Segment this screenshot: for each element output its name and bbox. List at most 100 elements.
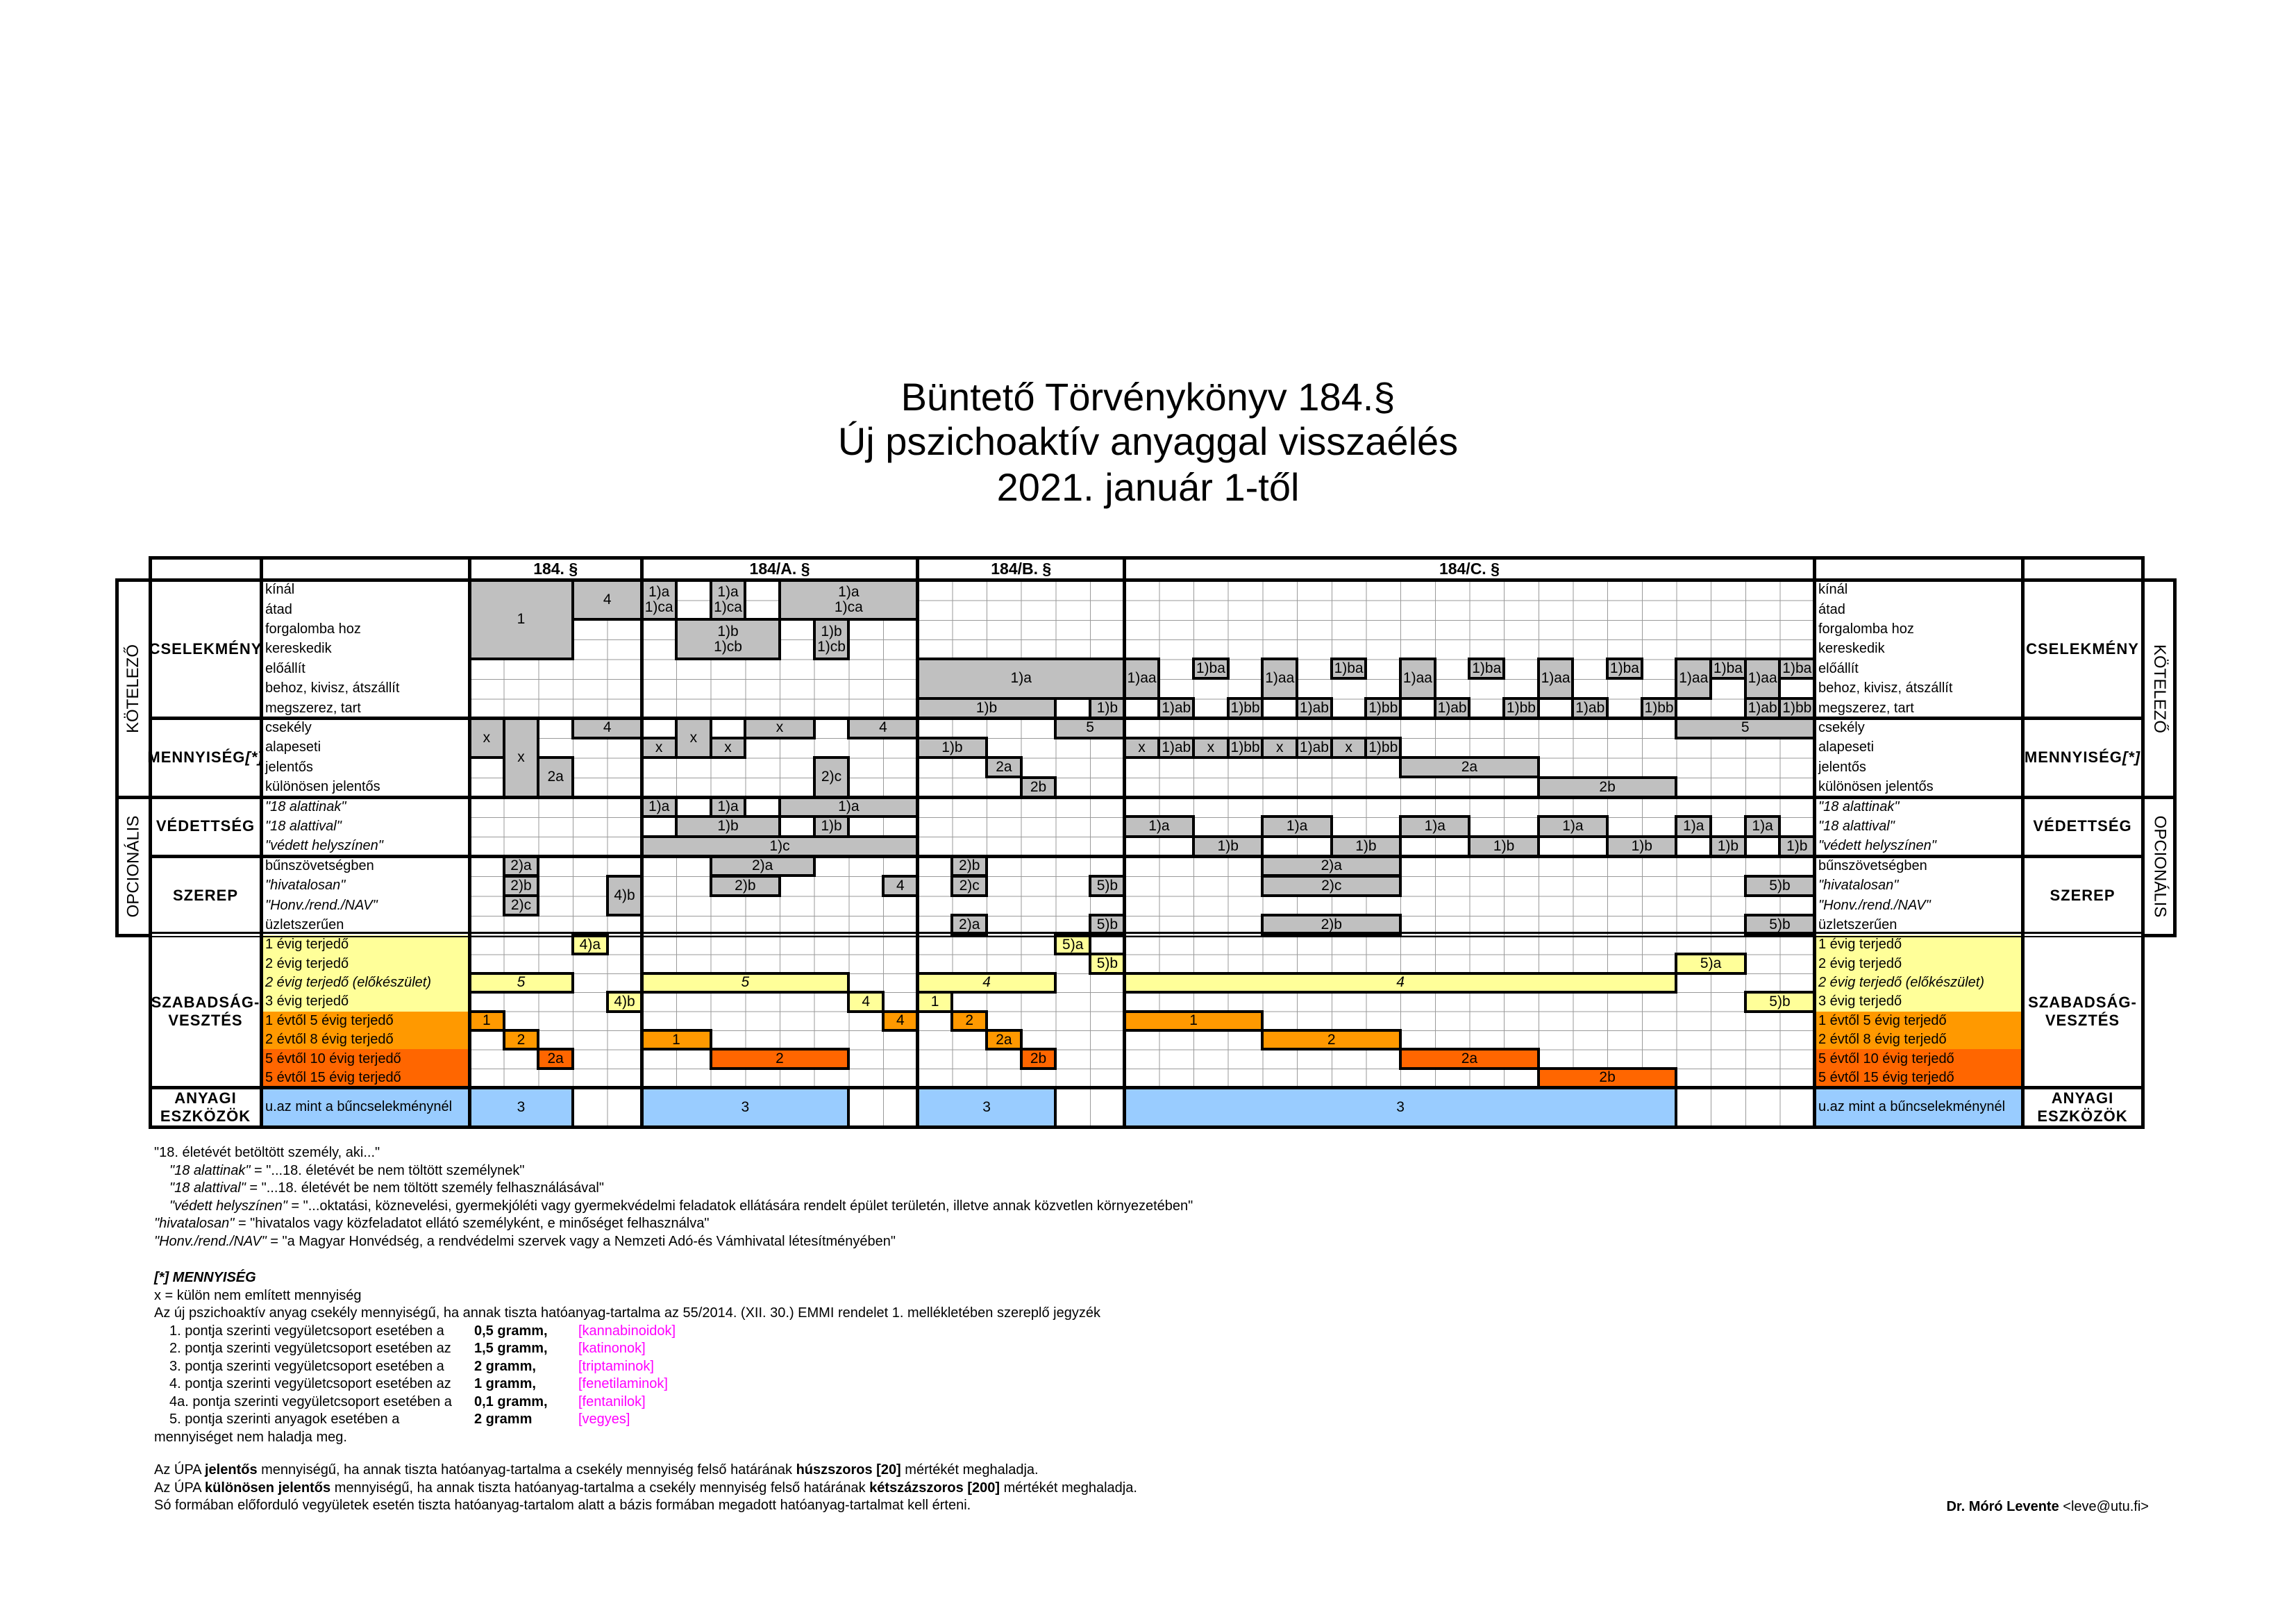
row-label: 1 évtől 5 évig terjedő bbox=[261, 1011, 469, 1030]
provision-block: 1)ba bbox=[1709, 658, 1747, 680]
quantity-item-group: [triptaminok] bbox=[578, 1358, 654, 1374]
row-label: 5 évtől 10 évig terjedő bbox=[1814, 1049, 2022, 1069]
quantity-item-amount: 0,1 gramm, bbox=[474, 1393, 548, 1409]
row-label: "védett helyszínen" bbox=[265, 838, 383, 854]
row-label: 2 évtől 8 évig terjedő bbox=[261, 1030, 469, 1050]
definition-line: "18 alattinak" = "...18. életévét be nem… bbox=[169, 1162, 524, 1180]
provision-block: 1)ba bbox=[1192, 658, 1230, 680]
provision-block: 4)a bbox=[571, 934, 609, 956]
note-segment: = "a Magyar Honvédség, a rendvédelmi sze… bbox=[266, 1233, 896, 1249]
provision-block: 1)aa bbox=[1399, 658, 1436, 700]
note-segment: = "...oktatási, köznevelési, gyermekjólé… bbox=[287, 1198, 1193, 1214]
title-line-3: 2021. január 1-től bbox=[996, 465, 1300, 509]
quantity-item-text: 2. pontja szerinti vegyületcsoport eseté… bbox=[169, 1341, 451, 1356]
provision-block: 2)c bbox=[812, 756, 850, 798]
provision-block: 1)bb bbox=[1364, 736, 1402, 760]
double-divider bbox=[149, 936, 2145, 937]
provision-block: 1)a bbox=[916, 658, 1126, 700]
provision-block: 1)aa bbox=[1261, 658, 1299, 700]
row-label: jelentős bbox=[1818, 759, 1866, 775]
row-label: 1 évig terjedő bbox=[1814, 935, 2022, 955]
provision-block: 5)b bbox=[1743, 991, 1816, 1013]
provision-block: 4 bbox=[571, 717, 644, 739]
provision-block: 1 bbox=[916, 991, 954, 1013]
side-box-border bbox=[2140, 578, 2177, 582]
group-label-text: MENNYISÉG bbox=[147, 748, 246, 767]
horizontal-divider bbox=[149, 716, 2145, 720]
side-label-optional: OPCIONÁLIS bbox=[2143, 797, 2176, 935]
provision-block: 5)b bbox=[1089, 874, 1126, 897]
note-segment: különösen jelentős bbox=[205, 1480, 331, 1496]
provision-block: 1)a bbox=[1536, 815, 1609, 838]
row-label: "18 alattinak" bbox=[265, 798, 346, 814]
provision-block: 2a bbox=[537, 1048, 574, 1070]
provision-block: x bbox=[468, 717, 505, 760]
group-label: ANYAGI ESZKÖZÖK bbox=[2022, 1087, 2143, 1128]
side-label-optional: OPCIONÁLIS bbox=[117, 797, 150, 935]
author-email: <leve@utu.fi> bbox=[2059, 1499, 2149, 1514]
title-line-2: Új pszichoaktív anyaggal visszaélés bbox=[837, 419, 1459, 463]
provision-block: 1)ab bbox=[1157, 736, 1196, 760]
note-segment: = "...18. életévét be nem töltött személ… bbox=[245, 1180, 604, 1196]
note-segment: "18. életévét betöltött személy, aki..." bbox=[154, 1145, 380, 1160]
row-label: forgalomba hoz bbox=[1818, 621, 1914, 637]
side-label-text: KÖTELEZŐ bbox=[2150, 644, 2169, 733]
group-label: VÉDETTSÉG bbox=[2022, 797, 2143, 856]
group-label-text: CSELEKMÉNY bbox=[149, 639, 262, 658]
row-label: kereskedik bbox=[265, 641, 332, 657]
quantity-item-group: [katinonok] bbox=[578, 1341, 646, 1356]
provision-block: 1)ba bbox=[1778, 658, 1816, 680]
provision-block: 1)ab bbox=[1296, 696, 1333, 720]
title-line-1: Büntető Törvénykönyv 184.§ bbox=[900, 375, 1396, 419]
provision-block: 2 bbox=[709, 1048, 850, 1070]
row-label: "Honv./rend./NAV" bbox=[1818, 897, 1931, 913]
group-label-text: SZEREP bbox=[2050, 886, 2115, 904]
quantity-item-amount: 1,5 gramm, bbox=[474, 1341, 548, 1356]
quantity-heading: [*] MENNYISÉG bbox=[154, 1270, 256, 1285]
quantity-x-note: x = külön nem említett mennyiség bbox=[154, 1287, 362, 1303]
definition-line: "hivatalosan" = "hivatalos vagy közfelad… bbox=[154, 1215, 709, 1232]
row-label: 2 évig terjedő bbox=[1814, 954, 2022, 973]
provision-block: 5 bbox=[1675, 717, 1816, 739]
side-box-border bbox=[2140, 933, 2177, 937]
side-label-mandatory: KÖTELEZŐ bbox=[2143, 580, 2176, 798]
section-header: 184/A. § bbox=[749, 559, 810, 578]
provision-block: 1)bb bbox=[1502, 696, 1540, 720]
quantity-item-amount: 2 gramm bbox=[474, 1412, 533, 1427]
provision-block: 1)a bbox=[640, 795, 678, 819]
provision-block: 4 bbox=[847, 991, 885, 1013]
provision-block: 1)b 1)cb bbox=[812, 618, 850, 661]
definition-line: "18 alattival" = "...18. életévét be nem… bbox=[169, 1180, 604, 1197]
provision-block: 5)a bbox=[1054, 934, 1092, 956]
row-label: bűnszövetségben bbox=[265, 857, 374, 873]
provision-block: x bbox=[1192, 736, 1230, 760]
provision-block: 5)a bbox=[1675, 953, 1747, 975]
row-label: előállít bbox=[265, 660, 305, 676]
row-label: üzletszerűen bbox=[265, 916, 344, 932]
row-label: csekély bbox=[1818, 719, 1865, 735]
provision-block: 1)ab bbox=[1157, 696, 1196, 720]
section-header: 184/B. § bbox=[991, 559, 1052, 578]
quantity-item-text: 4. pontja szerinti vegyületcsoport eseté… bbox=[169, 1376, 451, 1391]
row-label: "hivatalosan" bbox=[265, 878, 346, 894]
group-label-text: SZEREP bbox=[172, 886, 239, 904]
note-segment: Az ÚPA bbox=[154, 1480, 205, 1496]
group-label-text: MENNYISÉG bbox=[2024, 748, 2122, 767]
provision-block: 2a bbox=[1399, 756, 1540, 779]
row-label: forgalomba hoz bbox=[265, 621, 361, 637]
provision-block: 1)ba bbox=[1606, 658, 1643, 680]
group-label-text: VÉDETTSÉG bbox=[2033, 817, 2132, 835]
side-label-text: KÖTELEZŐ bbox=[124, 644, 142, 733]
group-label-text: ANYAGI ESZKÖZÖK bbox=[160, 1089, 251, 1125]
row-label: 3 évig terjedő bbox=[261, 992, 469, 1012]
vertical-divider bbox=[916, 556, 920, 1129]
provision-block: 2)b bbox=[709, 874, 782, 897]
row-label: "Honv./rend./NAV" bbox=[265, 897, 378, 913]
row-label: "védett helyszínen" bbox=[1818, 838, 1936, 854]
provision-block: 4 bbox=[916, 971, 1057, 994]
row-label: u.az mint a bűncselekménynél bbox=[1814, 1087, 2022, 1128]
row-label: különösen jelentős bbox=[1818, 779, 1934, 795]
quantity-item-text: 4a. pontja szerinti vegyületcsoport eset… bbox=[169, 1393, 452, 1409]
provision-block: 1)b bbox=[1468, 835, 1540, 858]
